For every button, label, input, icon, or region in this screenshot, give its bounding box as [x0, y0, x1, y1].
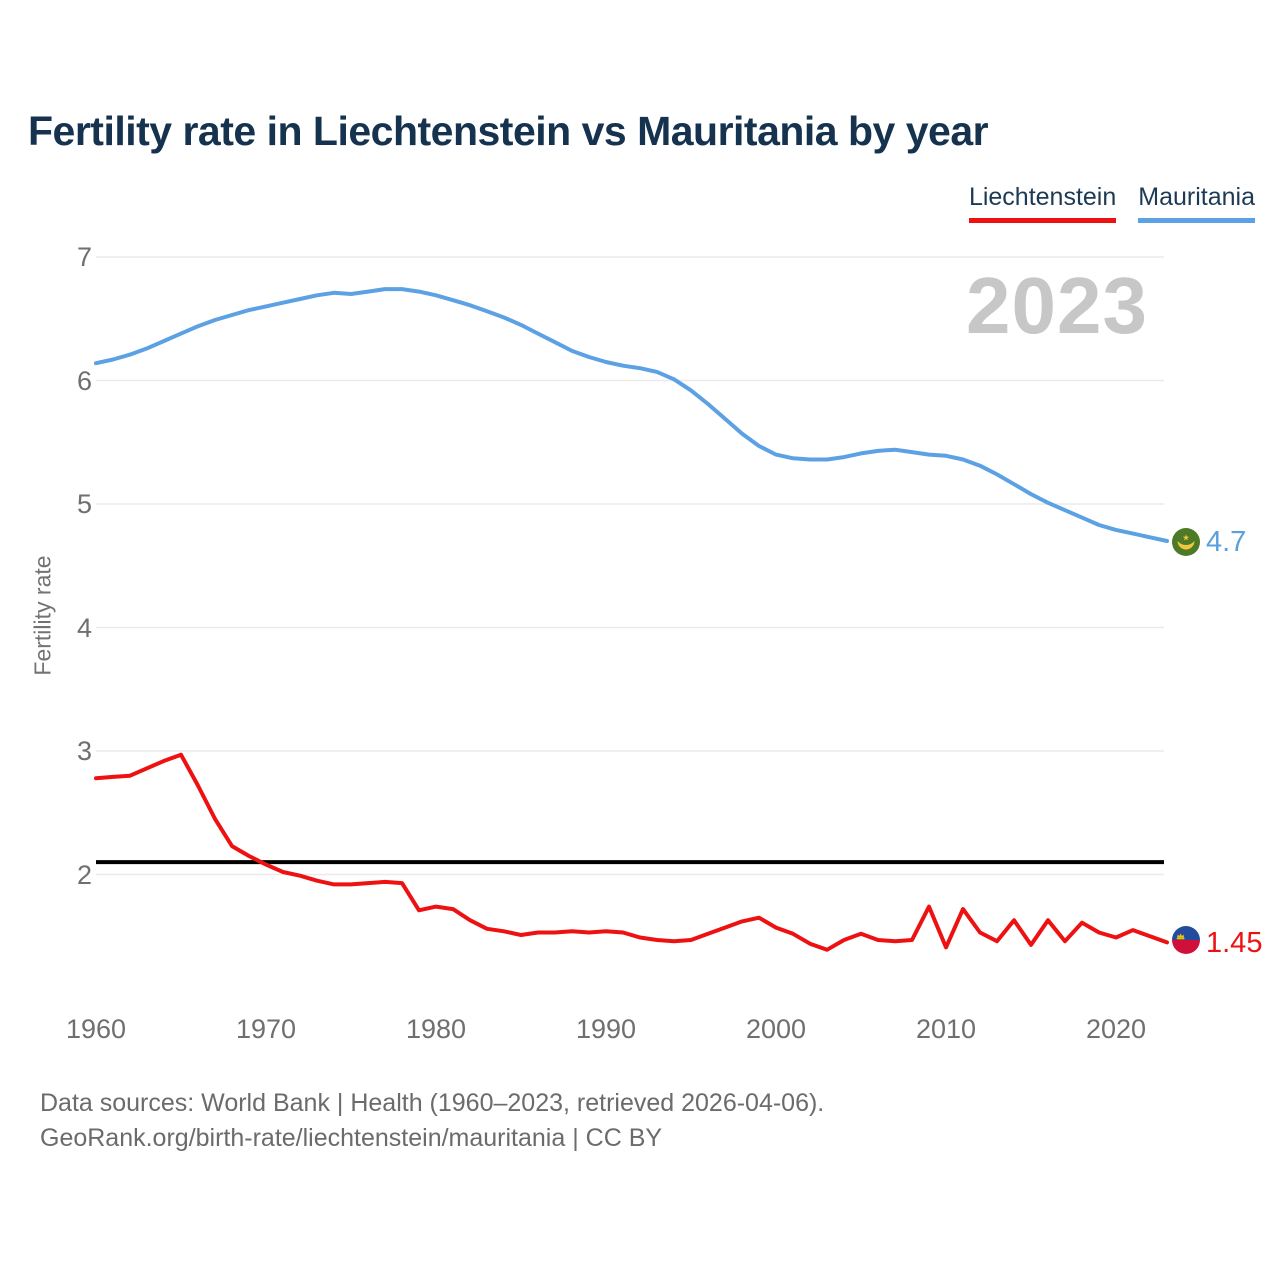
y-tick-label-7: 7 — [76, 242, 92, 272]
data-sources-text: Data sources: World Bank | Health (1960–… — [40, 1089, 825, 1117]
x-tick-label-1970: 1970 — [235, 1014, 297, 1044]
y-tick-label-2: 2 — [76, 859, 92, 890]
year-watermark: 2023 — [966, 261, 1148, 350]
page-title: Fertility rate in Liechtenstein vs Mauri… — [28, 108, 989, 154]
mauritania-end-value-label: 4.7 — [1206, 526, 1247, 558]
y-tick-label-3: 3 — [76, 736, 92, 766]
x-tick-label-2000: 2000 — [745, 1014, 807, 1044]
y-tick-label-6: 6 — [76, 365, 92, 396]
attribution-text: GeoRank.org/birth-rate/liechtenstein/mau… — [40, 1124, 663, 1152]
liechtenstein-end-value-label: 1.45 — [1206, 927, 1263, 959]
y-tick-label-4: 4 — [76, 612, 92, 643]
x-tick-label-2010: 2010 — [915, 1014, 977, 1044]
liechtenstein-flag-icon — [1172, 926, 1200, 954]
y-tick-label-5: 5 — [76, 489, 92, 519]
mauritania-line-series — [94, 287, 1169, 543]
liechtenstein-line-series — [94, 752, 1169, 952]
x-tick-label-2020: 2020 — [1085, 1014, 1147, 1044]
legend-item-liechtenstein[interactable]: Liechtenstein — [968, 183, 1117, 223]
x-tick-label-1980: 1980 — [405, 1014, 467, 1044]
mauritania-flag-icon — [1172, 528, 1200, 556]
legend: Liechtenstein Mauritania — [968, 183, 1255, 223]
x-tick-label-1960: 1960 — [65, 1014, 127, 1044]
x-tick-label-1990: 1990 — [575, 1014, 637, 1044]
legend-item-mauritania[interactable]: Mauritania — [1138, 183, 1255, 223]
